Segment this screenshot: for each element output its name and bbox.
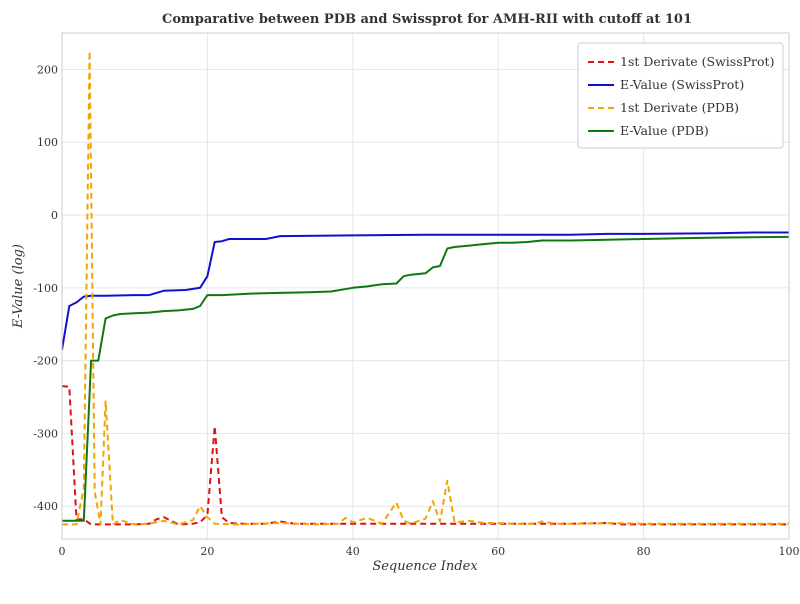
series-line-3 bbox=[62, 50, 789, 526]
legend-label-1: 1st Derivate (SwissProt) bbox=[620, 54, 774, 69]
y-tick-label: -400 bbox=[33, 500, 58, 513]
y-tick-label: -100 bbox=[33, 282, 58, 295]
legend: 1st Derivate (SwissProt) E-Value (SwissPr… bbox=[577, 42, 784, 149]
y-tick-label: -300 bbox=[33, 427, 58, 440]
y-tick-label: 100 bbox=[37, 136, 58, 149]
legend-label-4: E-Value (PDB) bbox=[620, 123, 709, 138]
legend-label-3: 1st Derivate (PDB) bbox=[620, 100, 739, 115]
x-tick-label: 100 bbox=[779, 545, 800, 558]
series-line-4 bbox=[62, 235, 789, 522]
legend-box bbox=[577, 42, 784, 149]
y-axis-label: E-Value (log) bbox=[11, 244, 26, 329]
plot-frame bbox=[61, 32, 790, 540]
ticks: 0 20 40 60 80 100 -400 -300 -200 -100 0 100 200 bbox=[33, 63, 799, 558]
x-tick-label: 20 bbox=[200, 545, 214, 558]
series-line-1 bbox=[62, 385, 789, 526]
x-tick-label: 0 bbox=[59, 545, 66, 558]
x-tick-label: 80 bbox=[637, 545, 651, 558]
series-layer bbox=[62, 50, 789, 526]
y-tick-label: 0 bbox=[51, 209, 58, 222]
x-tick-label: 60 bbox=[491, 545, 505, 558]
y-tick-label: 200 bbox=[37, 63, 58, 76]
series-line-2 bbox=[62, 231, 789, 350]
x-axis-label: Sequence Index bbox=[372, 559, 478, 574]
y-tick-label: -200 bbox=[33, 355, 58, 368]
grid bbox=[61, 33, 790, 539]
x-tick-label: 40 bbox=[346, 545, 360, 558]
chart-title: Comparative between PDB and Swissprot fo… bbox=[162, 12, 692, 27]
legend-label-2: E-Value (SwissProt) bbox=[620, 77, 744, 92]
